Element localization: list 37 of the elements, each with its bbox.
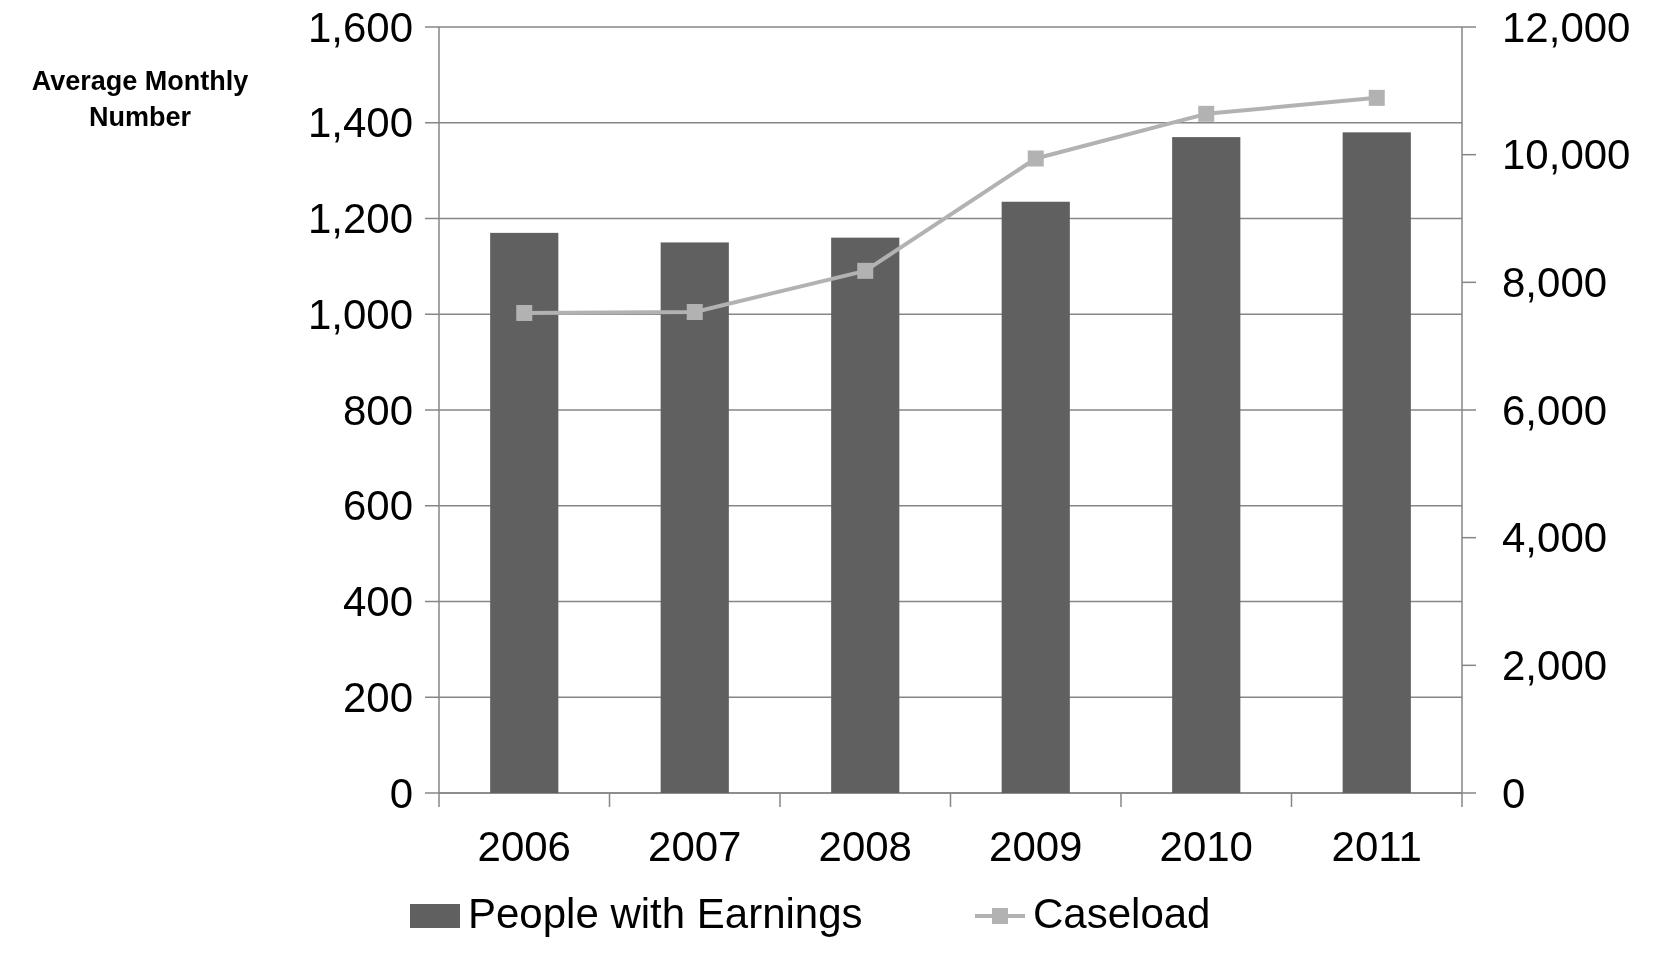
point [1198,105,1215,122]
y-tick-label: 1,600 [307,3,413,51]
x-tick-label: 2009 [989,823,1083,870]
y-tick-label: 1,200 [307,195,413,243]
point [857,262,874,279]
y2-tick-label: 2,000 [1502,642,1608,690]
legend-label: People with Earnings [468,890,863,937]
point [516,304,533,321]
bar [490,232,559,793]
y-tick-label: 0 [389,769,413,817]
legend-label: Caseload [1033,890,1211,937]
y2-tick-label: 6,000 [1502,386,1608,434]
bar [1342,132,1411,793]
y-tick-label: 1,000 [307,290,413,338]
point [1027,150,1044,167]
y2-tick-label: 10,000 [1502,131,1631,179]
bar [831,237,900,793]
y-tick-label: 800 [342,386,413,434]
y-tick-label: 400 [342,578,413,626]
x-tick-label: 2006 [477,823,571,870]
x-tick-label: 2007 [648,823,742,870]
y2-tick-label: 12,000 [1502,3,1631,51]
y-tick-label: 600 [342,482,413,530]
x-tick-label: 2010 [1159,823,1253,870]
y2-tick-label: 4,000 [1502,514,1608,562]
bar [660,242,729,793]
point [686,304,703,321]
bar [1001,201,1070,793]
point [1368,89,1385,106]
y-tick-label: 200 [342,673,413,721]
y-tick-label: 1,400 [307,99,413,147]
bar [1172,137,1241,793]
y-axis-title: Average Monthly Number [31,66,249,132]
y2-tick-label: 8,000 [1502,259,1608,307]
x-tick-label: 2011 [1331,823,1422,870]
y2-tick-label: 0 [1502,769,1526,817]
x-tick-label: 2008 [818,823,912,870]
